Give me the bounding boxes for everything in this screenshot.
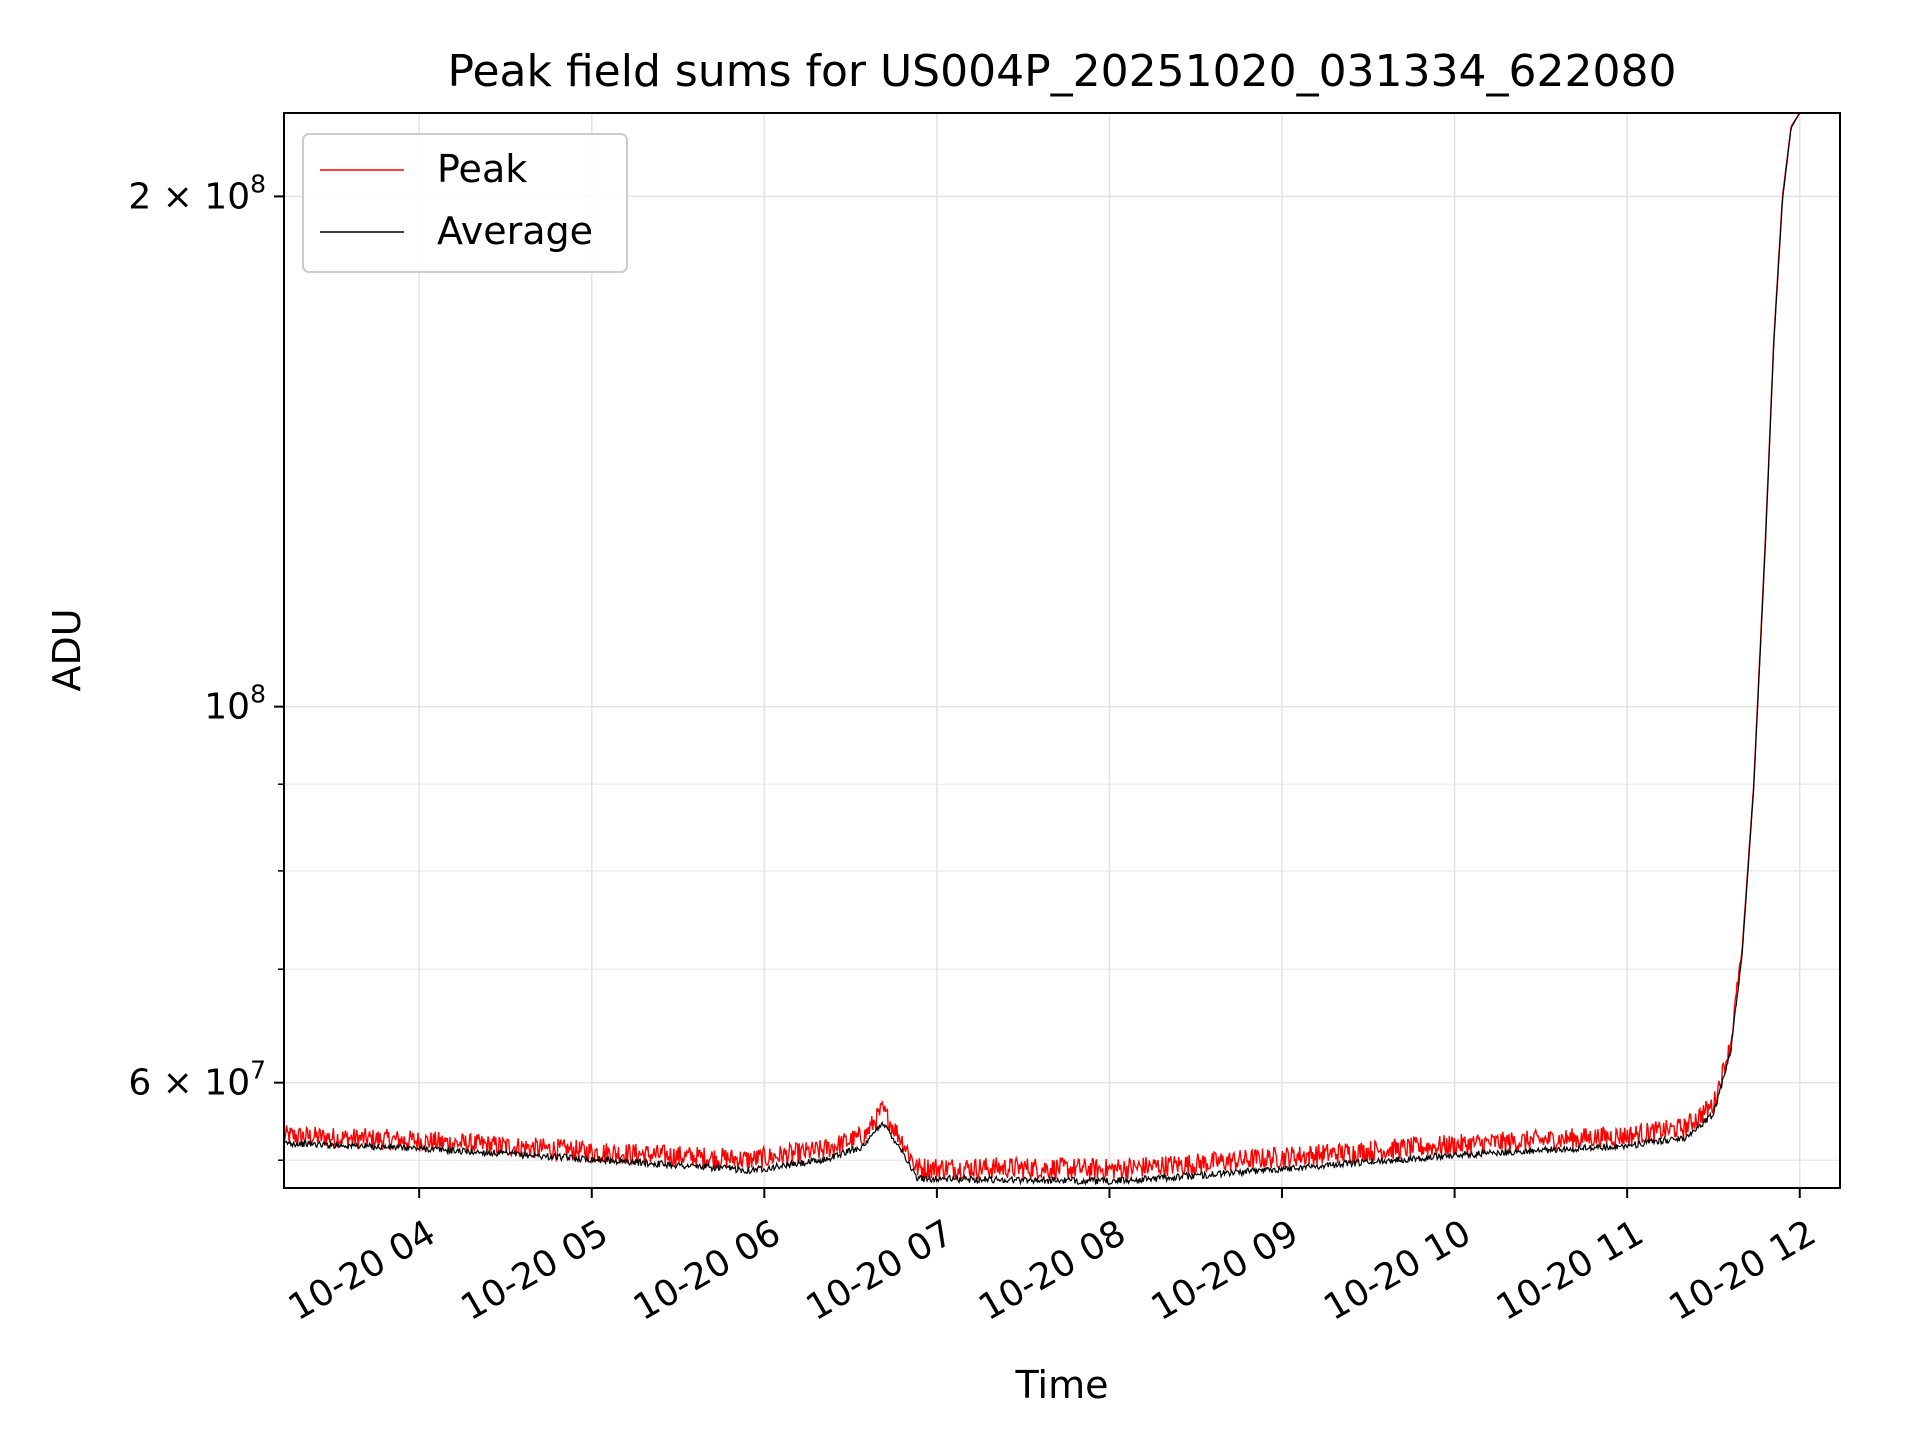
series-lines [283,112,1840,1186]
legend-label-average: Average [437,209,593,253]
y-axis-label: ADU [45,608,89,691]
series-line-peak [283,112,1840,1182]
chart-title: Peak field sums for US004P_20251020_0313… [448,46,1677,97]
series-line-average [283,112,1840,1186]
grid-lines [284,113,1840,1188]
legend: Peak Average [302,133,628,273]
y-tick-label: 6 × 107 [128,1056,266,1104]
legend-label-peak: Peak [437,147,527,191]
x-axis-label: Time [1015,1363,1109,1407]
y-tick-label: 108 [204,680,266,728]
plot-frame [283,112,1841,1189]
y-tick-label: 2 × 108 [128,169,266,217]
legend-box [302,133,628,273]
